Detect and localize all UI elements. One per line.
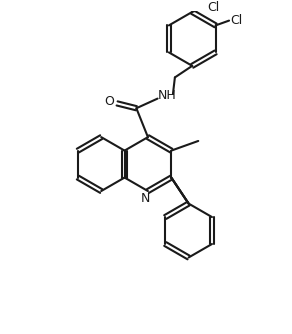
Text: Cl: Cl	[207, 1, 220, 14]
Text: O: O	[105, 95, 114, 108]
Text: NH: NH	[158, 89, 177, 102]
Text: Cl: Cl	[231, 14, 243, 27]
Text: N: N	[140, 192, 150, 205]
